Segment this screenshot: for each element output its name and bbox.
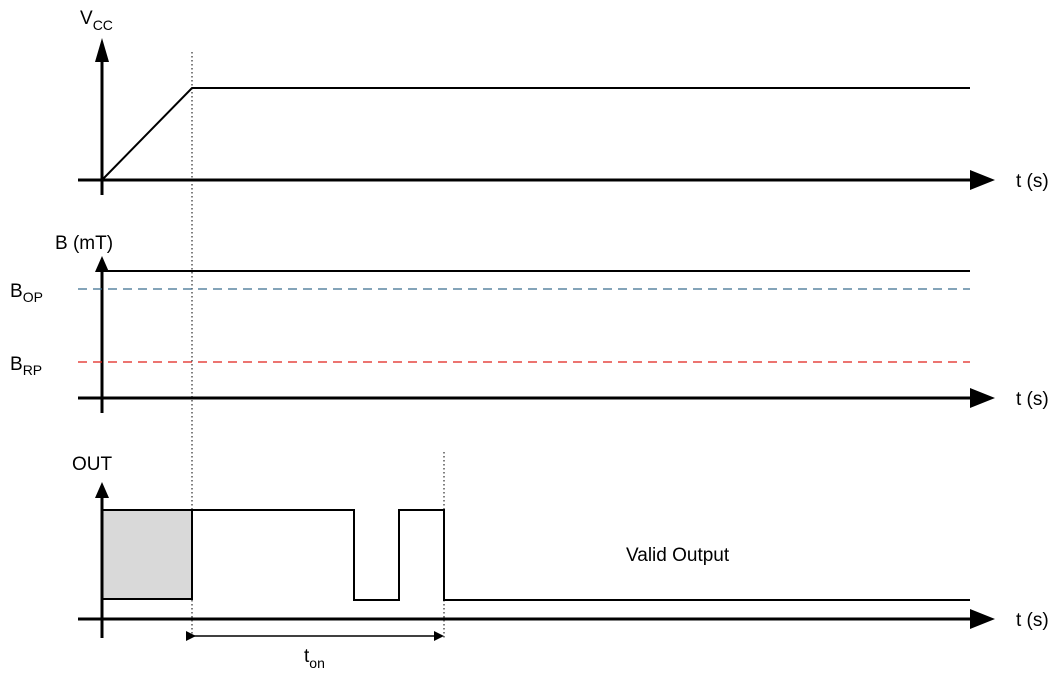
out-y-axis-arrow — [95, 482, 109, 498]
out-time-label: t (s) — [1016, 610, 1049, 631]
field-time-axis-arrow — [970, 388, 995, 408]
field-y-axis-arrow — [95, 256, 109, 272]
vcc-axis-label: VCC — [80, 8, 113, 33]
vcc-time-label: t (s) — [1016, 171, 1049, 192]
field-time-label: t (s) — [1016, 389, 1049, 410]
out-undefined-region — [101, 509, 193, 600]
vcc-panel: VCC t (s) — [78, 8, 1049, 195]
valid-output-label: Valid Output — [626, 545, 730, 566]
out-waveform — [191, 509, 970, 601]
field-axis-label: B (mT) — [55, 233, 113, 254]
bop-label: BOP — [10, 281, 43, 305]
brp-label: BRP — [10, 354, 42, 378]
field-panel: B (mT) BOP BRP t (s) — [10, 233, 1049, 413]
out-time-axis-arrow — [970, 609, 995, 629]
out-axis-label: OUT — [72, 454, 113, 475]
vcc-time-axis-arrow — [970, 170, 995, 190]
ton-dimension: ton — [186, 631, 444, 671]
vcc-y-axis-arrow — [95, 38, 109, 62]
out-panel: OUT Valid Output t (s) — [72, 454, 1049, 638]
vcc-waveform — [101, 87, 970, 181]
ton-label: ton — [304, 646, 325, 671]
